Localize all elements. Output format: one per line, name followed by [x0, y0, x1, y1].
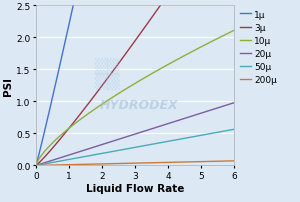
X-axis label: Liquid Flow Rate: Liquid Flow Rate [86, 183, 184, 193]
Legend: 1μ, 3μ, 10μ, 20μ, 50μ, 200μ: 1μ, 3μ, 10μ, 20μ, 50μ, 200μ [241, 11, 277, 84]
Y-axis label: PSI: PSI [3, 76, 13, 95]
Text: HYDRODEX: HYDRODEX [100, 99, 178, 112]
Text: ▒▒
▒▒: ▒▒ ▒▒ [94, 57, 120, 90]
